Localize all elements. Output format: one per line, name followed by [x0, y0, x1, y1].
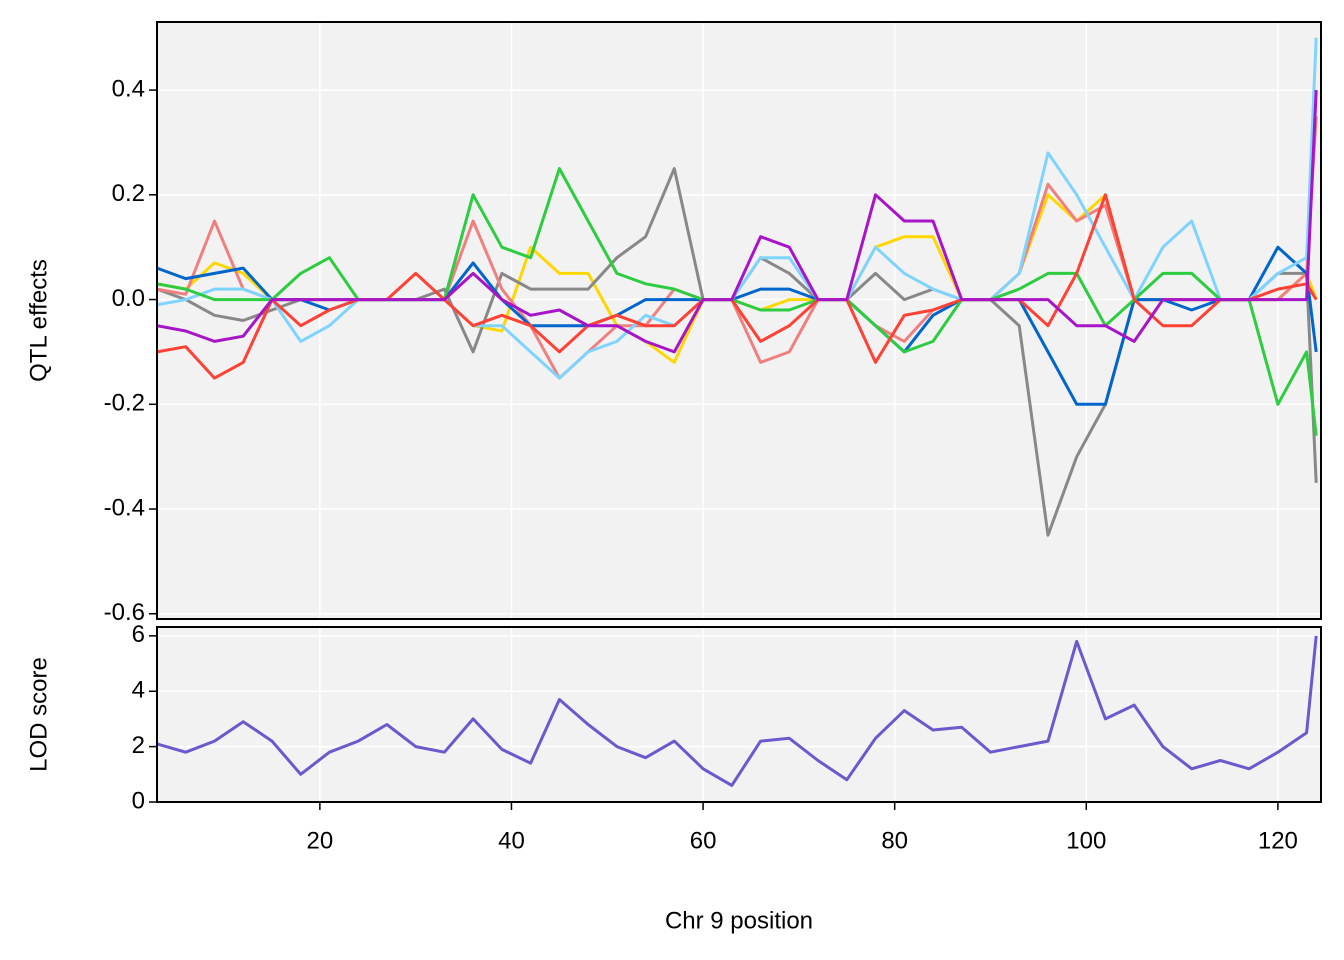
- y-tick-label: 0.4: [112, 75, 145, 102]
- x-tick-label: 80: [881, 827, 908, 854]
- y-tick-label: -0.2: [104, 390, 145, 417]
- plot-frame: [156, 21, 1322, 620]
- y-tick-label: 6: [132, 621, 145, 648]
- x-tick-label: 60: [690, 827, 717, 854]
- x-axis-title: Chr 9 position: [665, 907, 813, 934]
- x-tick-label: 40: [498, 827, 525, 854]
- plot-background: [157, 22, 1321, 619]
- y-tick-label: -0.6: [104, 599, 145, 626]
- y-tick-label: -0.4: [104, 494, 145, 521]
- y-tick-label: 2: [132, 732, 145, 759]
- y-axis-title: LOD score: [25, 657, 52, 772]
- x-tick-label: 20: [307, 827, 334, 854]
- y-tick-label: 4: [132, 677, 145, 704]
- series-line: [156, 167, 1318, 436]
- y-tick-label: 0: [132, 787, 145, 814]
- y-tick-label: 0.0: [112, 285, 145, 312]
- x-tick-label: 120: [1258, 827, 1298, 854]
- series-line: [156, 90, 1318, 354]
- series-line: [156, 193, 1318, 380]
- y-axis-title: QTL effects: [25, 259, 52, 382]
- plot-frame: [156, 626, 1322, 803]
- y-tick-label: 0.2: [112, 180, 145, 207]
- series-line: [156, 635, 1318, 787]
- series-line: [156, 37, 1318, 380]
- x-tick-label: 100: [1066, 827, 1106, 854]
